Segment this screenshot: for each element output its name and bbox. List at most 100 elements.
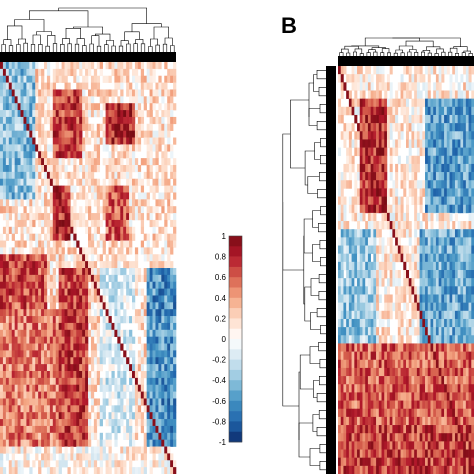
heatmap-cell	[338, 261, 342, 271]
heatmap-cell	[105, 103, 109, 111]
heatmap-cell	[389, 90, 393, 99]
heatmap-cell	[408, 180, 412, 189]
heatmap-cell	[0, 165, 4, 173]
heatmap-cell	[99, 350, 103, 358]
heatmap-cell	[161, 432, 165, 440]
heatmap-cell	[137, 350, 142, 358]
heatmap-cell	[64, 206, 68, 214]
heatmap-cell	[362, 98, 366, 108]
heatmap-cell	[14, 343, 18, 351]
heatmap-cell	[132, 302, 136, 310]
heatmap-cell	[76, 82, 80, 90]
heatmap-cell	[134, 89, 139, 97]
heatmap-cell	[444, 237, 448, 246]
heatmap-cell	[343, 327, 347, 336]
heatmap-cell	[143, 82, 147, 90]
heatmap-cell	[384, 155, 388, 165]
heatmap-cell	[32, 425, 36, 434]
heatmap-cell	[129, 178, 133, 186]
heatmap-cell	[463, 294, 467, 303]
heatmap-cell	[354, 351, 358, 361]
heatmap-cell	[49, 391, 54, 399]
heatmap-cell	[17, 240, 21, 248]
heatmap-cell	[378, 376, 382, 385]
heatmap-cell	[17, 274, 21, 283]
heatmap-cell	[397, 335, 401, 344]
heatmap-cell	[11, 405, 15, 413]
heatmap-cell	[38, 171, 42, 180]
heatmap-cell	[446, 212, 450, 222]
heatmap-cell	[463, 66, 467, 75]
heatmap-cell	[143, 432, 147, 440]
heatmap-cell	[102, 357, 106, 365]
heatmap-cell	[164, 62, 168, 70]
heatmap-cell	[102, 206, 106, 214]
heatmap-cell	[64, 357, 68, 365]
heatmap-cell	[155, 240, 159, 248]
heatmap-cell	[23, 302, 27, 310]
heatmap-cell	[108, 274, 112, 283]
heatmap-cell	[35, 274, 39, 283]
heatmap-cell	[8, 405, 13, 413]
heatmap-cell	[26, 137, 30, 145]
heatmap-cell	[384, 253, 388, 263]
heatmap-cell	[425, 106, 429, 116]
heatmap-cell	[35, 165, 39, 173]
heatmap-cell	[105, 309, 109, 317]
heatmap-cell	[17, 322, 21, 331]
dendrogram-branch	[290, 99, 309, 169]
heatmap-cell	[167, 460, 171, 468]
heatmap-cell	[49, 343, 54, 351]
heatmap-cell	[406, 286, 410, 295]
heatmap-cell	[23, 350, 27, 358]
heatmap-cell	[444, 139, 448, 148]
heatmap-cell	[44, 316, 48, 324]
heatmap-cell	[58, 398, 62, 406]
heatmap-cell	[346, 155, 350, 165]
heatmap-cell	[126, 384, 130, 392]
heatmap-cell	[52, 206, 57, 214]
colorbar-swatch	[229, 328, 242, 340]
heatmap-cell	[471, 155, 474, 165]
heatmap-cell	[438, 294, 442, 303]
heatmap-cell	[93, 357, 98, 365]
heatmap-cell	[365, 359, 369, 369]
heatmap-cell	[155, 322, 159, 331]
heatmap-cell	[452, 302, 456, 312]
heatmap-cell	[454, 212, 458, 222]
heatmap-cell	[35, 398, 39, 406]
heatmap-cell	[419, 180, 423, 189]
heatmap-cell	[468, 74, 472, 83]
heatmap-cell	[427, 98, 431, 108]
heatmap-cell	[99, 364, 103, 372]
heatmap-cell	[90, 357, 95, 365]
heatmap-cell	[46, 62, 51, 70]
heatmap-cell	[354, 229, 358, 238]
heatmap-cell	[408, 66, 412, 75]
heatmap-cell	[2, 309, 7, 317]
heatmap-cell	[126, 240, 130, 248]
heatmap-cell	[26, 336, 30, 344]
heatmap-cell	[26, 192, 30, 200]
heatmap-cell	[422, 131, 426, 140]
heatmap-cell	[117, 425, 121, 434]
heatmap-cell	[73, 268, 77, 276]
heatmap-cell	[348, 278, 352, 287]
heatmap-cell	[29, 357, 33, 365]
heatmap-cell	[359, 66, 363, 75]
heatmap-cell	[32, 219, 36, 228]
heatmap-cell	[102, 281, 106, 289]
heatmap-cell	[96, 158, 101, 166]
heatmap-cell	[365, 335, 369, 344]
dendrogram-branch	[308, 82, 314, 117]
heatmap-cell	[70, 116, 74, 125]
heatmap-cell	[61, 137, 65, 145]
heatmap-cell	[365, 310, 369, 320]
heatmap-cell	[23, 329, 27, 337]
heatmap-cell	[11, 82, 15, 90]
heatmap-cell	[20, 377, 24, 386]
dendrogram-branch	[317, 189, 326, 199]
heatmap-cell	[392, 204, 396, 214]
heatmap-cell	[389, 384, 393, 393]
heatmap-cell	[79, 89, 83, 97]
